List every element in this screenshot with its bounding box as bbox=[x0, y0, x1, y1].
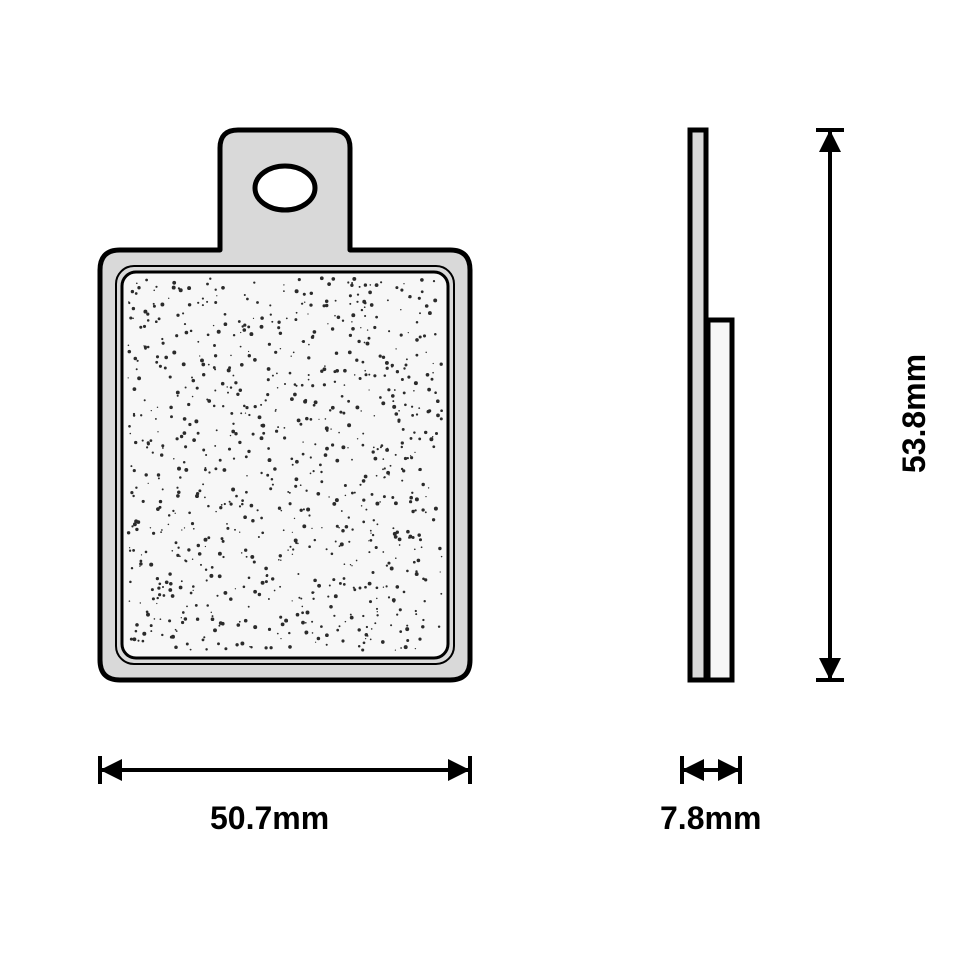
dim-width-label: 50.7mm bbox=[210, 800, 329, 837]
arrowhead-icon bbox=[718, 759, 740, 781]
arrowhead-icon bbox=[100, 759, 122, 781]
dim-height-label: 53.8mm bbox=[896, 354, 933, 473]
arrowhead-icon bbox=[682, 759, 704, 781]
arrowhead-icon bbox=[819, 658, 841, 680]
mounting-hole bbox=[255, 166, 315, 210]
diagram-svg bbox=[0, 0, 960, 960]
side-backplate bbox=[690, 130, 706, 680]
arrowhead-icon bbox=[819, 130, 841, 152]
friction-surface bbox=[122, 272, 448, 658]
side-friction-pad bbox=[708, 320, 732, 680]
arrowhead-icon bbox=[448, 759, 470, 781]
diagram-stage: 50.7mm 7.8mm 53.8mm bbox=[0, 0, 960, 960]
dim-thickness-label: 7.8mm bbox=[660, 800, 761, 837]
